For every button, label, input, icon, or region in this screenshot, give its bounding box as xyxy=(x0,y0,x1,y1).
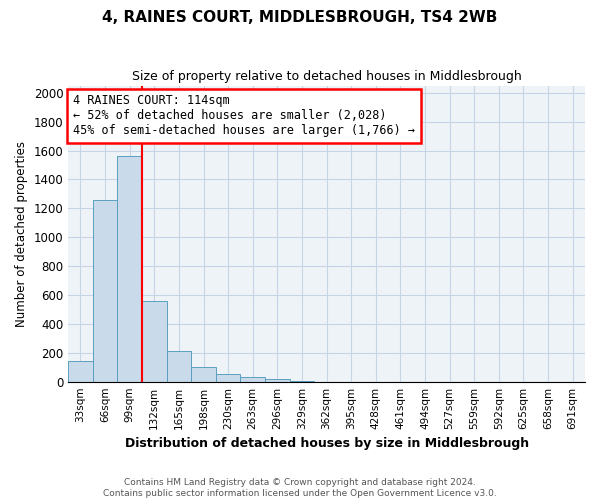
Bar xyxy=(191,367,216,382)
Bar xyxy=(265,379,290,382)
Bar xyxy=(93,200,118,382)
Bar xyxy=(142,301,167,382)
Y-axis label: Number of detached properties: Number of detached properties xyxy=(15,140,28,326)
X-axis label: Distribution of detached houses by size in Middlesbrough: Distribution of detached houses by size … xyxy=(125,437,529,450)
Bar xyxy=(241,378,265,382)
Bar xyxy=(68,362,93,382)
Bar xyxy=(167,350,191,382)
Bar xyxy=(216,374,241,382)
Text: Contains HM Land Registry data © Crown copyright and database right 2024.
Contai: Contains HM Land Registry data © Crown c… xyxy=(103,478,497,498)
Text: 4 RAINES COURT: 114sqm
← 52% of detached houses are smaller (2,028)
45% of semi-: 4 RAINES COURT: 114sqm ← 52% of detached… xyxy=(73,94,415,138)
Bar xyxy=(118,156,142,382)
Text: 4, RAINES COURT, MIDDLESBROUGH, TS4 2WB: 4, RAINES COURT, MIDDLESBROUGH, TS4 2WB xyxy=(103,10,497,25)
Bar xyxy=(290,381,314,382)
Title: Size of property relative to detached houses in Middlesbrough: Size of property relative to detached ho… xyxy=(132,70,521,83)
